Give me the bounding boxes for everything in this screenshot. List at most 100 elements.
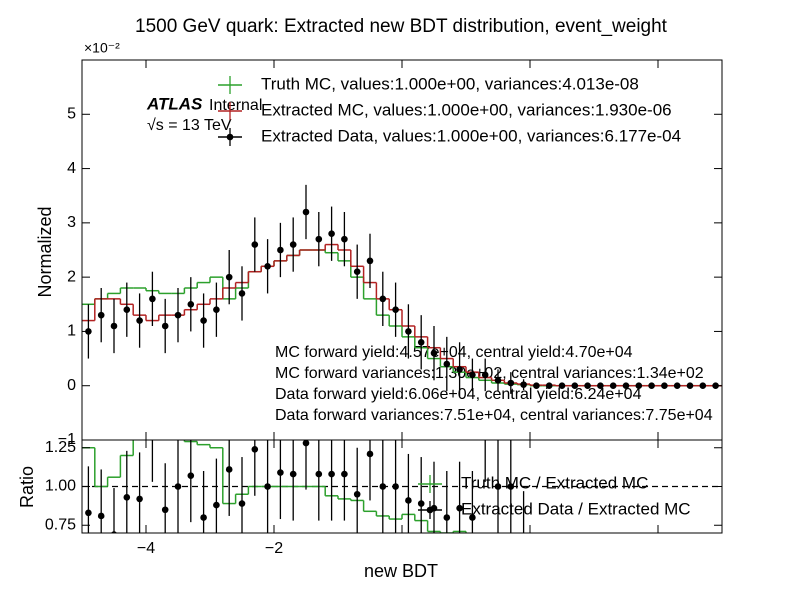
data-point	[161, 322, 169, 330]
data-point	[405, 497, 412, 504]
data-point	[97, 512, 105, 520]
data-point	[264, 483, 271, 490]
data-point	[97, 311, 105, 319]
legend-handle	[226, 133, 234, 141]
data-point	[648, 382, 655, 390]
experiment-label: ATLAS	[146, 94, 203, 113]
status-label: Internal	[209, 97, 262, 114]
data-point	[469, 514, 476, 521]
data-point	[417, 338, 425, 346]
data-point	[174, 311, 182, 319]
data-point	[213, 501, 220, 509]
data-point	[187, 300, 195, 308]
data-point	[353, 268, 361, 276]
energy-label: √s = 13 TeV	[147, 117, 232, 134]
data-point	[200, 317, 207, 324]
data-point	[520, 381, 527, 388]
data-point	[302, 208, 310, 216]
data-point	[251, 446, 259, 453]
data-point	[469, 371, 476, 379]
data-point	[545, 382, 553, 390]
legend-label: Truth MC, values:1.000e+00, variances:4.…	[261, 74, 639, 93]
legend-handle	[426, 506, 434, 514]
data-point	[366, 450, 374, 458]
data-point	[686, 382, 694, 390]
data-point	[315, 470, 323, 478]
data-point	[392, 306, 399, 314]
data-point	[200, 514, 207, 521]
data-point	[507, 483, 515, 490]
axes-frame	[81, 439, 723, 534]
data-point	[353, 490, 361, 498]
data-point	[443, 514, 451, 521]
x-tick-label: −4	[137, 540, 155, 557]
data-point	[507, 379, 515, 387]
data-point	[405, 328, 412, 335]
plot-area	[82, 440, 722, 533]
data-point	[238, 290, 246, 297]
data-point	[481, 371, 489, 379]
data-point	[379, 295, 387, 303]
y-axis-label: Normalized	[35, 206, 55, 297]
data-point	[289, 241, 297, 248]
data-point	[277, 246, 284, 254]
data-point	[161, 506, 169, 514]
data-point	[558, 382, 566, 390]
data-point	[341, 235, 348, 243]
data-point	[571, 382, 579, 390]
data-point	[85, 509, 92, 517]
data-point	[136, 317, 143, 324]
data-point	[699, 382, 707, 390]
data-point	[392, 483, 399, 490]
data-point	[277, 469, 284, 476]
data-point	[225, 273, 233, 281]
data-point	[328, 230, 335, 238]
data-point	[238, 500, 246, 507]
data-point	[443, 360, 451, 368]
y-tick-label: 4	[67, 160, 76, 177]
data-point	[123, 494, 131, 501]
yield-annotation: MC forward yield:4.57e+04, central yield…	[275, 344, 633, 361]
data-point	[430, 349, 438, 357]
data-point	[456, 504, 463, 512]
data-point	[136, 495, 143, 503]
y-tick-label: 1.25	[45, 439, 76, 456]
y-tick-label: 5	[67, 106, 76, 123]
legend-label: Truth MC / Extracted MC	[461, 473, 648, 492]
data-point	[174, 483, 182, 490]
data-point	[251, 241, 259, 248]
y-offset-text: ×10⁻²	[84, 40, 120, 56]
y-tick-label: 3	[67, 214, 76, 231]
y-tick-label: −1	[58, 431, 76, 448]
data-point	[673, 382, 681, 390]
y-axis-label: Ratio	[17, 466, 37, 508]
legend-label: Extracted Data / Extracted MC	[461, 499, 691, 518]
plot-area	[82, 184, 722, 397]
data-point	[213, 306, 220, 314]
yield-annotation: MC forward variances:1.30e+02, central v…	[275, 365, 704, 382]
data-point	[456, 366, 463, 373]
data-point	[635, 382, 643, 390]
yield-annotation: Data forward yield:6.06e+04, central yie…	[275, 386, 642, 403]
y-tick-label: 0	[67, 377, 76, 394]
data-point	[597, 382, 604, 390]
data-point	[379, 483, 387, 490]
x-tick-label: −2	[265, 540, 283, 557]
chart-title: 1500 GeV quark: Extracted new BDT distri…	[135, 16, 668, 37]
y-tick-label: 2	[67, 268, 76, 285]
data-point	[533, 382, 540, 390]
data-point	[225, 466, 233, 473]
y-tick-label: 1.00	[45, 478, 76, 495]
y-tick-label: 0.75	[45, 516, 76, 533]
yield-annotation: Data forward variances:7.51e+04, central…	[275, 407, 713, 424]
data-point	[302, 440, 310, 447]
data-point	[494, 483, 502, 490]
data-point	[622, 382, 630, 390]
data-point	[110, 322, 118, 330]
data-point	[264, 262, 271, 270]
data-point	[661, 382, 668, 390]
data-point	[417, 500, 425, 507]
data-point	[123, 306, 131, 314]
